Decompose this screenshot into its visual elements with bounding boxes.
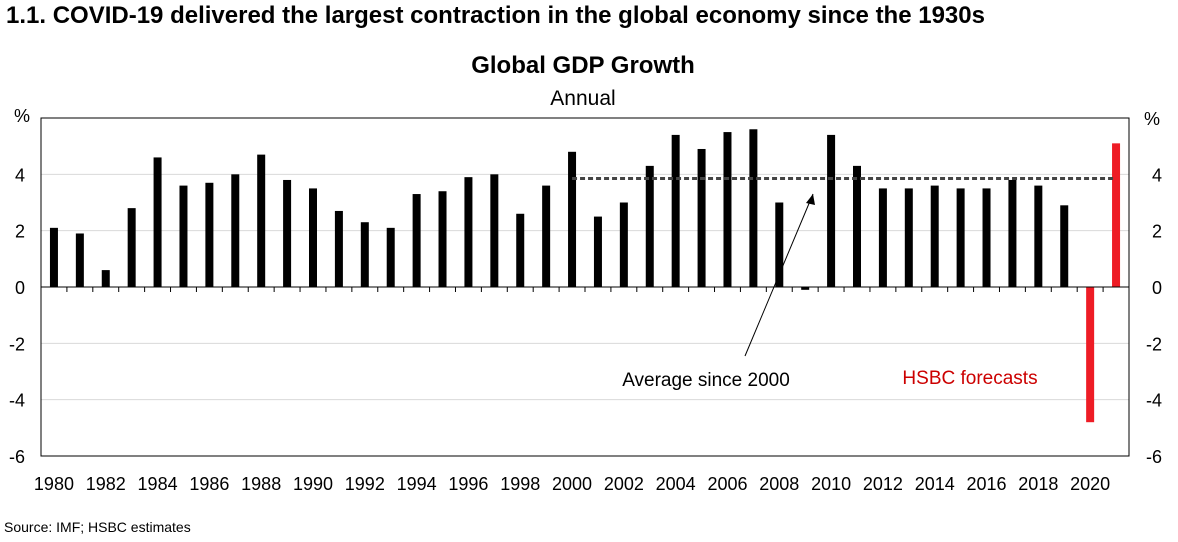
x-tick-label: 1988 [241,474,281,494]
y-tick-label-left: 2 [15,222,25,242]
bar [542,185,551,287]
x-tick-label: 1996 [448,474,488,494]
bar [878,188,887,287]
average-arrowhead [806,194,815,205]
bar [516,213,525,287]
bar [179,185,188,287]
x-tick-label: 1980 [34,474,74,494]
axes: -6 -6 -4 -4 -2 -2 0 0 2 2 4 4 1980 1982 1984 1986 1988 19… [9,165,1162,494]
page-heading: 1.1. COVID-19 delivered the largest cont… [6,2,985,29]
chart-subtitle: Annual [550,87,615,110]
bar [127,208,136,287]
x-tick-label: 2020 [1070,474,1110,494]
bar [101,270,110,287]
x-tick-label: 1990 [293,474,333,494]
bar [283,179,292,287]
gridlines [41,173,1129,401]
y-tick-label-left: -2 [9,334,25,354]
bar [671,134,680,287]
bar [49,227,58,287]
bar [257,154,266,287]
y-tick-label-left: 4 [15,165,25,185]
bar [75,233,84,287]
bars [49,129,1121,423]
x-tick-label: 2002 [604,474,644,494]
x-tick-label: 1982 [86,474,126,494]
bar [438,191,447,287]
average-annotation: Average since 2000 [622,370,790,391]
bar [930,185,939,287]
y-tick-label-left: 0 [15,278,25,298]
y-tick-label-right: -6 [1146,447,1162,467]
bar [205,182,214,287]
x-tick-label: 2006 [707,474,747,494]
left-axis-unit: % [14,106,30,126]
bar [853,165,861,287]
bar [749,129,758,287]
x-tick-label: 2014 [915,474,955,494]
bar [334,210,343,287]
x-tick-label: 1992 [345,474,385,494]
bar [1112,143,1121,287]
bar [231,174,240,287]
y-tick-label-right: 4 [1152,165,1162,185]
forecast-annotation: HSBC forecasts [902,368,1037,389]
bar [801,287,810,290]
y-tick-label-right: -4 [1146,391,1162,411]
average-arrow [744,193,814,357]
bar [904,188,913,287]
bar [593,216,602,287]
y-tick-label-left: -6 [9,447,25,467]
bar [1034,185,1043,287]
bar [568,151,577,287]
bar [309,188,317,287]
x-tick-label: 2008 [759,474,799,494]
x-tick-label: 2000 [552,474,592,494]
y-tick-label-right: -2 [1146,334,1162,354]
bar [153,157,162,287]
bar [619,202,628,287]
y-tick-label-right: 0 [1152,278,1162,298]
bar [645,165,654,287]
x-tick-label: 1986 [189,474,229,494]
y-tick-label-right: 2 [1152,222,1162,242]
bar [1086,287,1095,423]
chart-title: Global GDP Growth [471,52,695,79]
bar [956,188,965,287]
x-tick-label: 2012 [863,474,903,494]
bar [697,148,706,287]
right-axis-unit: % [1144,109,1160,129]
bar [386,227,395,287]
x-tick-label: 2018 [1018,474,1058,494]
bar [360,222,369,287]
y-tick-label-left: -4 [9,391,25,411]
x-tick-label: 1994 [397,474,437,494]
bar [982,188,991,287]
bar [1060,205,1069,287]
bar [490,174,499,287]
x-tick-label: 2004 [656,474,696,494]
x-tick-label: 1998 [500,474,540,494]
x-tick-label: 1984 [138,474,178,494]
bar [1008,179,1017,287]
source-note: Source: IMF; HSBC estimates [4,519,191,535]
bar [464,177,473,287]
bar [827,134,836,287]
bar [723,132,732,287]
bar [412,194,421,287]
annotations: Average since 2000 HSBC forecasts [572,177,1117,391]
x-tick-label: 2016 [967,474,1007,494]
x-tick-label: 2010 [811,474,851,494]
bar [775,202,784,287]
